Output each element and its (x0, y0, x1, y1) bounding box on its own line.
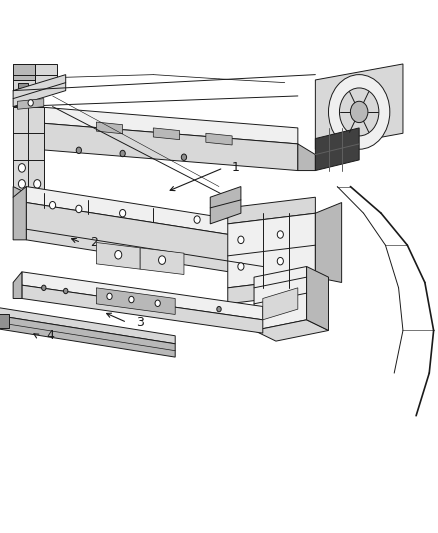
Polygon shape (210, 187, 241, 224)
Circle shape (155, 300, 160, 306)
Polygon shape (263, 288, 298, 320)
Polygon shape (18, 99, 44, 109)
Polygon shape (0, 314, 175, 357)
Polygon shape (315, 203, 342, 282)
Polygon shape (22, 285, 263, 333)
Polygon shape (35, 123, 298, 171)
Polygon shape (13, 75, 66, 107)
Polygon shape (96, 122, 123, 134)
Polygon shape (0, 314, 9, 328)
Polygon shape (206, 133, 232, 145)
Polygon shape (153, 128, 180, 140)
Polygon shape (35, 107, 298, 144)
Polygon shape (315, 64, 403, 149)
Text: 1: 1 (232, 161, 240, 174)
Polygon shape (13, 187, 26, 240)
Polygon shape (13, 107, 44, 197)
Circle shape (194, 216, 200, 223)
Polygon shape (96, 243, 140, 269)
Circle shape (277, 257, 283, 265)
Polygon shape (26, 203, 263, 277)
Text: 3: 3 (136, 316, 144, 329)
Circle shape (328, 75, 390, 149)
Polygon shape (228, 213, 315, 288)
Polygon shape (298, 144, 315, 171)
Polygon shape (96, 288, 175, 314)
Circle shape (18, 180, 25, 188)
Circle shape (129, 296, 134, 303)
Circle shape (49, 201, 56, 209)
Circle shape (34, 180, 41, 188)
Polygon shape (315, 128, 359, 171)
Polygon shape (13, 64, 57, 91)
Text: 4: 4 (46, 329, 54, 342)
Circle shape (42, 285, 46, 290)
Circle shape (107, 293, 112, 300)
Text: 2: 2 (90, 236, 98, 249)
Polygon shape (13, 187, 35, 213)
Circle shape (238, 263, 244, 270)
Polygon shape (22, 272, 263, 320)
Circle shape (217, 306, 221, 312)
Circle shape (181, 154, 187, 160)
Polygon shape (13, 272, 22, 298)
Polygon shape (26, 187, 263, 240)
Circle shape (28, 100, 33, 106)
Polygon shape (228, 197, 315, 224)
Circle shape (159, 256, 166, 264)
Polygon shape (18, 83, 28, 88)
Circle shape (350, 101, 368, 123)
Polygon shape (140, 248, 184, 274)
Polygon shape (13, 64, 35, 80)
Polygon shape (307, 266, 328, 330)
Circle shape (120, 209, 126, 217)
Polygon shape (254, 320, 328, 341)
Circle shape (238, 236, 244, 244)
Polygon shape (254, 266, 307, 330)
Circle shape (277, 231, 283, 238)
Polygon shape (228, 277, 315, 304)
Polygon shape (0, 306, 175, 344)
Circle shape (120, 150, 125, 157)
Circle shape (76, 147, 81, 154)
Circle shape (18, 164, 25, 172)
Circle shape (115, 251, 122, 259)
Circle shape (64, 288, 68, 294)
Circle shape (76, 205, 82, 213)
Circle shape (339, 88, 379, 136)
